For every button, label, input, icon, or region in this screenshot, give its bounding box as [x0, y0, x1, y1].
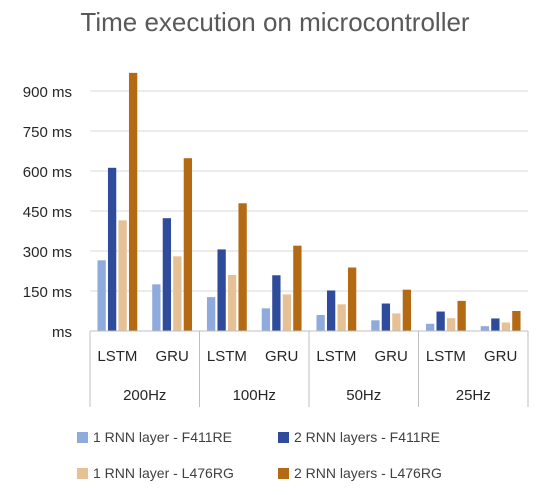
- y-tick-label: 750 ms: [23, 124, 72, 141]
- bar: [217, 249, 226, 331]
- legend-label: 2 RNN layers - L476RG: [294, 465, 442, 481]
- y-tick-label: 150 ms: [23, 284, 72, 301]
- y-tick-label: 600 ms: [23, 164, 72, 181]
- y-tick-label: 450 ms: [23, 204, 72, 221]
- bar: [118, 220, 127, 331]
- x-group-label: 25Hz: [456, 387, 491, 404]
- x-category-label: GRU: [484, 348, 517, 365]
- bar: [293, 245, 302, 331]
- bar: [326, 290, 336, 331]
- y-axis-ticks: ms 150 ms 300 ms 450 ms 600 ms 750 ms 900 ms: [23, 84, 72, 341]
- bar: [107, 167, 117, 331]
- bar: [173, 256, 182, 331]
- bar: [316, 315, 325, 331]
- x-category-label: GRU: [265, 348, 298, 365]
- x-group-label: 100Hz: [233, 387, 276, 404]
- legend-label: 1 RNN layer - F411RE: [93, 429, 232, 445]
- gridlines: [90, 90, 528, 292]
- legend: 1 RNN layer - F411RE 2 RNN layers - F411R…: [77, 429, 442, 481]
- legend-swatch: [77, 468, 88, 479]
- legend-swatch: [77, 432, 88, 443]
- bar: [183, 158, 193, 331]
- bar: [371, 320, 380, 331]
- y-tick-label: 900 ms: [23, 84, 72, 101]
- legend-label: 1 RNN layer - L476RG: [93, 465, 234, 481]
- bar: [480, 326, 490, 331]
- x-category-label: GRU: [374, 348, 407, 365]
- bar: [402, 289, 412, 331]
- bar: [457, 300, 466, 331]
- bar: [128, 72, 138, 332]
- x-category-label: GRU: [155, 348, 188, 365]
- bars: [97, 72, 521, 332]
- x-group-label: 50Hz: [346, 387, 381, 404]
- chart-title: Time execution on microcontroller: [80, 7, 470, 37]
- x-category-label: LSTM: [426, 348, 466, 365]
- y-tick-label: ms: [52, 324, 72, 341]
- x-category-label: LSTM: [316, 348, 356, 365]
- legend-swatch: [278, 432, 289, 443]
- bar: [491, 318, 500, 331]
- bar: [97, 260, 106, 331]
- bar: [227, 275, 237, 331]
- bar: [501, 322, 511, 331]
- bar: [512, 311, 521, 331]
- bar: [392, 313, 401, 331]
- bar: [381, 303, 391, 331]
- x-group-label: 200Hz: [123, 387, 166, 404]
- legend-swatch: [278, 468, 289, 479]
- bar: [282, 294, 292, 331]
- bar: [425, 323, 435, 331]
- bar: [337, 304, 346, 331]
- x-axis: LSTM GRU 200Hz LSTM GRU 100Hz LSTM GRU 50Hz LSTM G…: [89, 330, 529, 407]
- bar: [152, 284, 161, 331]
- bar: [272, 275, 281, 331]
- bar: [446, 318, 456, 331]
- bar: [206, 297, 216, 331]
- y-tick-label: 300 ms: [23, 244, 72, 261]
- bar: [238, 203, 247, 331]
- bar: [347, 267, 357, 331]
- x-category-label: LSTM: [207, 348, 247, 365]
- legend-label: 2 RNN layers - F411RE: [294, 429, 440, 445]
- x-category-label: LSTM: [97, 348, 137, 365]
- bar: [261, 308, 271, 331]
- bar: [162, 218, 172, 331]
- bar: [436, 311, 445, 331]
